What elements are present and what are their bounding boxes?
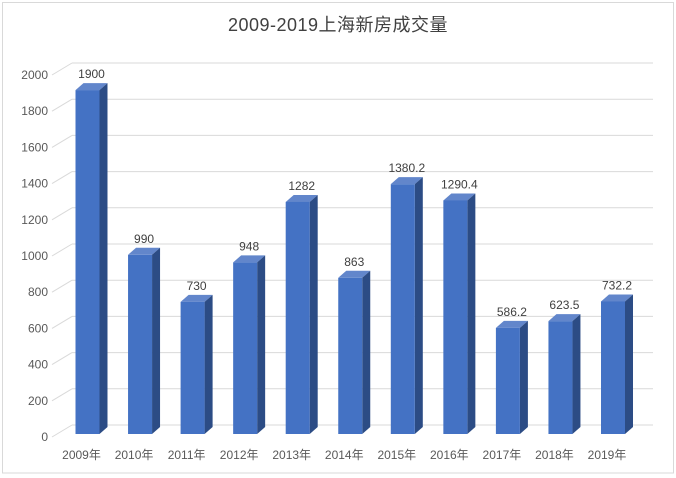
bar-top-face <box>390 177 423 185</box>
bar-side-face <box>152 247 161 434</box>
y-axis-tick-label: 600 <box>28 321 48 335</box>
bar-top-face <box>285 194 318 202</box>
bar-side-face <box>204 294 213 434</box>
bar-top-face <box>601 294 633 302</box>
bar <box>390 184 415 434</box>
bar-side-face <box>414 177 423 434</box>
bar-top-face <box>338 270 371 278</box>
bar-value-label: 732.2 <box>602 278 632 292</box>
y-axis-tick-label: 800 <box>28 285 48 299</box>
bar <box>495 327 520 434</box>
gridline-depth-tick <box>51 243 73 257</box>
bar-side-face <box>625 294 633 434</box>
bar <box>338 277 363 434</box>
bar-top-face <box>548 314 581 322</box>
bar-side-face <box>467 193 476 434</box>
bar-value-label: 1900 <box>78 67 105 81</box>
y-axis-tick-label: 1000 <box>21 249 48 263</box>
bar-side-face <box>257 255 266 434</box>
x-axis-tick-label: 2016年 <box>430 448 469 462</box>
bar-top-face <box>180 294 213 302</box>
x-axis-tick-label: 2018年 <box>535 448 574 462</box>
bar <box>548 321 573 434</box>
gridline-depth-tick <box>51 62 73 76</box>
x-axis-tick-label: 2015年 <box>377 448 416 462</box>
bar <box>75 90 100 434</box>
bar-value-label: 863 <box>344 255 364 269</box>
y-axis-tick-label: 2000 <box>21 68 48 82</box>
x-axis-tick-label: 2010年 <box>115 448 154 462</box>
bar-side-face <box>572 314 581 434</box>
bar-value-label: 948 <box>239 239 259 253</box>
bar-value-label: 586.2 <box>497 305 527 319</box>
y-axis-tick-label: 1600 <box>21 140 48 154</box>
bar <box>233 262 258 434</box>
x-axis-tick-label: 2019年 <box>588 448 627 462</box>
x-axis-tick-label: 2014年 <box>325 448 364 462</box>
bar-value-label: 1380.2 <box>388 161 425 175</box>
gridline-depth-tick <box>51 424 73 438</box>
y-axis-tick-label: 400 <box>28 358 48 372</box>
gridline-depth-tick <box>51 171 73 185</box>
x-axis-tick-label: 2009年 <box>62 448 101 462</box>
gridline-depth-tick <box>51 388 73 402</box>
bar <box>285 201 310 434</box>
bar-side-face <box>362 270 371 434</box>
y-axis-tick-label: 200 <box>28 394 48 408</box>
chart-title: 2009-2019上海新房成交量 <box>227 15 449 35</box>
bar-side-face <box>99 83 108 434</box>
bar <box>601 301 625 434</box>
bar-side-face <box>309 194 318 434</box>
bar-value-label: 623.5 <box>549 298 579 312</box>
bar-value-label: 1290.4 <box>441 177 478 191</box>
bar-side-face <box>519 320 528 434</box>
bar-value-label: 1282 <box>288 179 315 193</box>
bar-top-face <box>128 247 161 255</box>
bar-top-face <box>233 255 266 263</box>
bar-top-face <box>75 83 108 91</box>
bar-top-face <box>495 320 528 328</box>
gridline-depth-tick <box>51 98 73 112</box>
gridline-depth-tick <box>51 315 73 329</box>
gridline-depth-tick <box>51 279 73 293</box>
bar <box>128 254 153 434</box>
y-axis-tick-label: 1200 <box>21 213 48 227</box>
x-axis-tick-label: 2011年 <box>168 448 206 462</box>
y-axis-tick-label: 0 <box>41 430 48 444</box>
x-axis-tick-label: 2012年 <box>220 448 259 462</box>
y-axis-tick-label: 1400 <box>21 177 48 191</box>
y-axis-tick-label: 1800 <box>21 104 48 118</box>
x-axis-tick-label: 2013年 <box>272 448 311 462</box>
x-axis-tick-label: 2017年 <box>483 448 522 462</box>
gridline-depth-tick <box>51 352 73 366</box>
gridline-depth-tick <box>51 134 73 148</box>
bar-value-label: 730 <box>187 279 207 293</box>
bar-top-face <box>443 193 476 201</box>
bar-value-label: 990 <box>134 232 154 246</box>
gridline-depth-tick <box>51 207 73 221</box>
bar <box>443 200 468 434</box>
bar <box>180 301 205 434</box>
